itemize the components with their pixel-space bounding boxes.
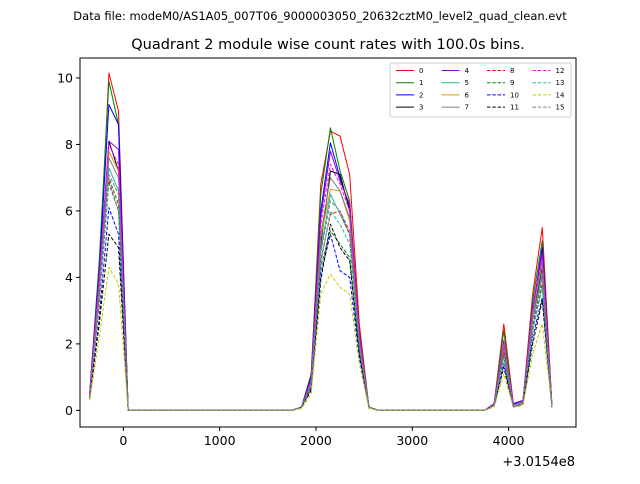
legend-label-4: 4 xyxy=(465,67,470,75)
x-tick-label: 0 xyxy=(119,433,127,448)
legend-label-14: 14 xyxy=(556,91,565,99)
x-tick-label: 3000 xyxy=(396,433,428,448)
x-tick-label: 1000 xyxy=(204,433,236,448)
y-tick-label: 10 xyxy=(57,70,73,85)
legend-label-2: 2 xyxy=(419,91,423,99)
series-group xyxy=(89,72,553,411)
legend-label-3: 3 xyxy=(419,104,423,112)
legend-box xyxy=(389,62,572,118)
chart-title: Quadrant 2 module wise count rates with … xyxy=(131,37,525,53)
legend-label-8: 8 xyxy=(510,67,514,75)
series-line-5 xyxy=(89,167,553,411)
y-tick-label: 8 xyxy=(65,137,73,152)
legend-label-13: 13 xyxy=(556,79,565,87)
y-tick-label: 2 xyxy=(65,336,73,351)
y-tick-label: 0 xyxy=(65,403,73,418)
chart-suptitle: Data file: modeM0/AS1A05_007T06_90000030… xyxy=(73,9,567,23)
legend-label-6: 6 xyxy=(465,91,470,99)
legend-label-1: 1 xyxy=(419,79,423,87)
x-offset-label: +3.0154e8 xyxy=(502,455,575,470)
y-tick-label: 6 xyxy=(65,203,73,218)
legend-label-10: 10 xyxy=(510,91,519,99)
x-tick-label: 4000 xyxy=(493,433,525,448)
series-line-15 xyxy=(89,173,553,411)
legend-label-9: 9 xyxy=(510,79,514,87)
series-line-4 xyxy=(89,140,553,411)
legend-label-7: 7 xyxy=(465,104,469,112)
legend-label-15: 15 xyxy=(556,104,565,112)
series-line-14 xyxy=(89,266,553,411)
x-tick-label: 2000 xyxy=(300,433,332,448)
series-line-3 xyxy=(89,140,553,411)
legend-label-5: 5 xyxy=(465,79,469,87)
legend-label-12: 12 xyxy=(556,67,565,75)
legend-label-0: 0 xyxy=(419,67,423,75)
y-tick-label: 4 xyxy=(65,270,73,285)
plot-frame xyxy=(79,57,577,428)
legend-label-11: 11 xyxy=(510,104,519,112)
